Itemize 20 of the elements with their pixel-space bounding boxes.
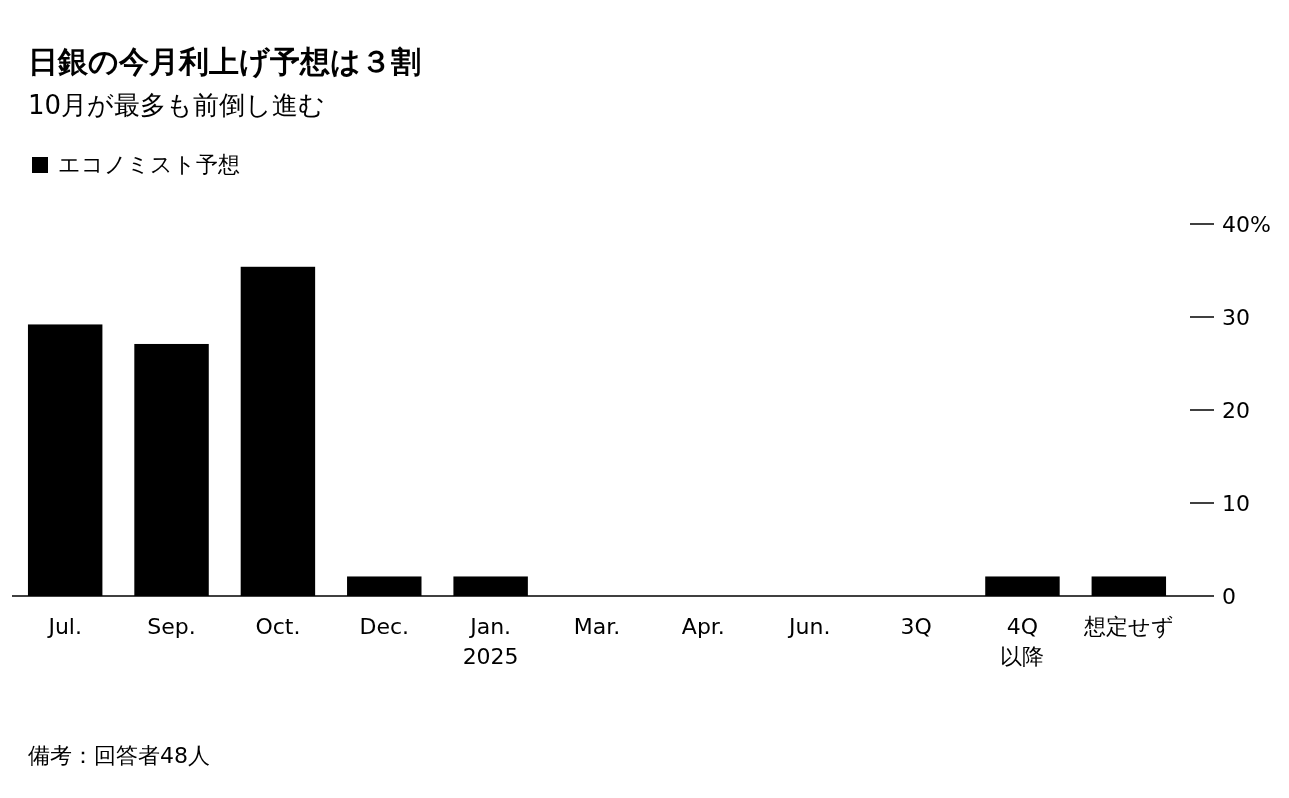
- y-tick-label: 0: [1222, 583, 1236, 609]
- x-tick-label: 4Q 以降: [1000, 614, 1045, 669]
- chart-title: 日銀の今月利上げ予想は３割: [28, 44, 421, 79]
- x-tick-label: Jan. 2025: [462, 614, 519, 669]
- x-tick-label: Apr.: [681, 614, 725, 639]
- x-tick-label: 想定せず: [1082, 614, 1174, 639]
- x-tick-label: Oct.: [255, 614, 301, 639]
- x-tick-label: Jul.: [46, 614, 82, 639]
- y-tick-label: 30: [1222, 304, 1250, 330]
- x-tick-label: Mar.: [573, 614, 621, 639]
- x-tick-label: 3Q: [900, 614, 932, 639]
- text: 備考：回答者48人: [28, 743, 210, 768]
- y-tick-label: 20: [1222, 397, 1250, 423]
- y-tick-label: 40%: [1222, 211, 1271, 237]
- legend-label: エコノミスト予想: [58, 152, 240, 177]
- x-tick-label: Dec.: [359, 614, 410, 639]
- chart-subtitle: 10月が最多も前倒し進む: [28, 90, 326, 120]
- y-tick-label: 10: [1222, 490, 1250, 516]
- x-tick-label: Sep.: [147, 614, 196, 639]
- x-tick-label: Jun.: [787, 614, 831, 639]
